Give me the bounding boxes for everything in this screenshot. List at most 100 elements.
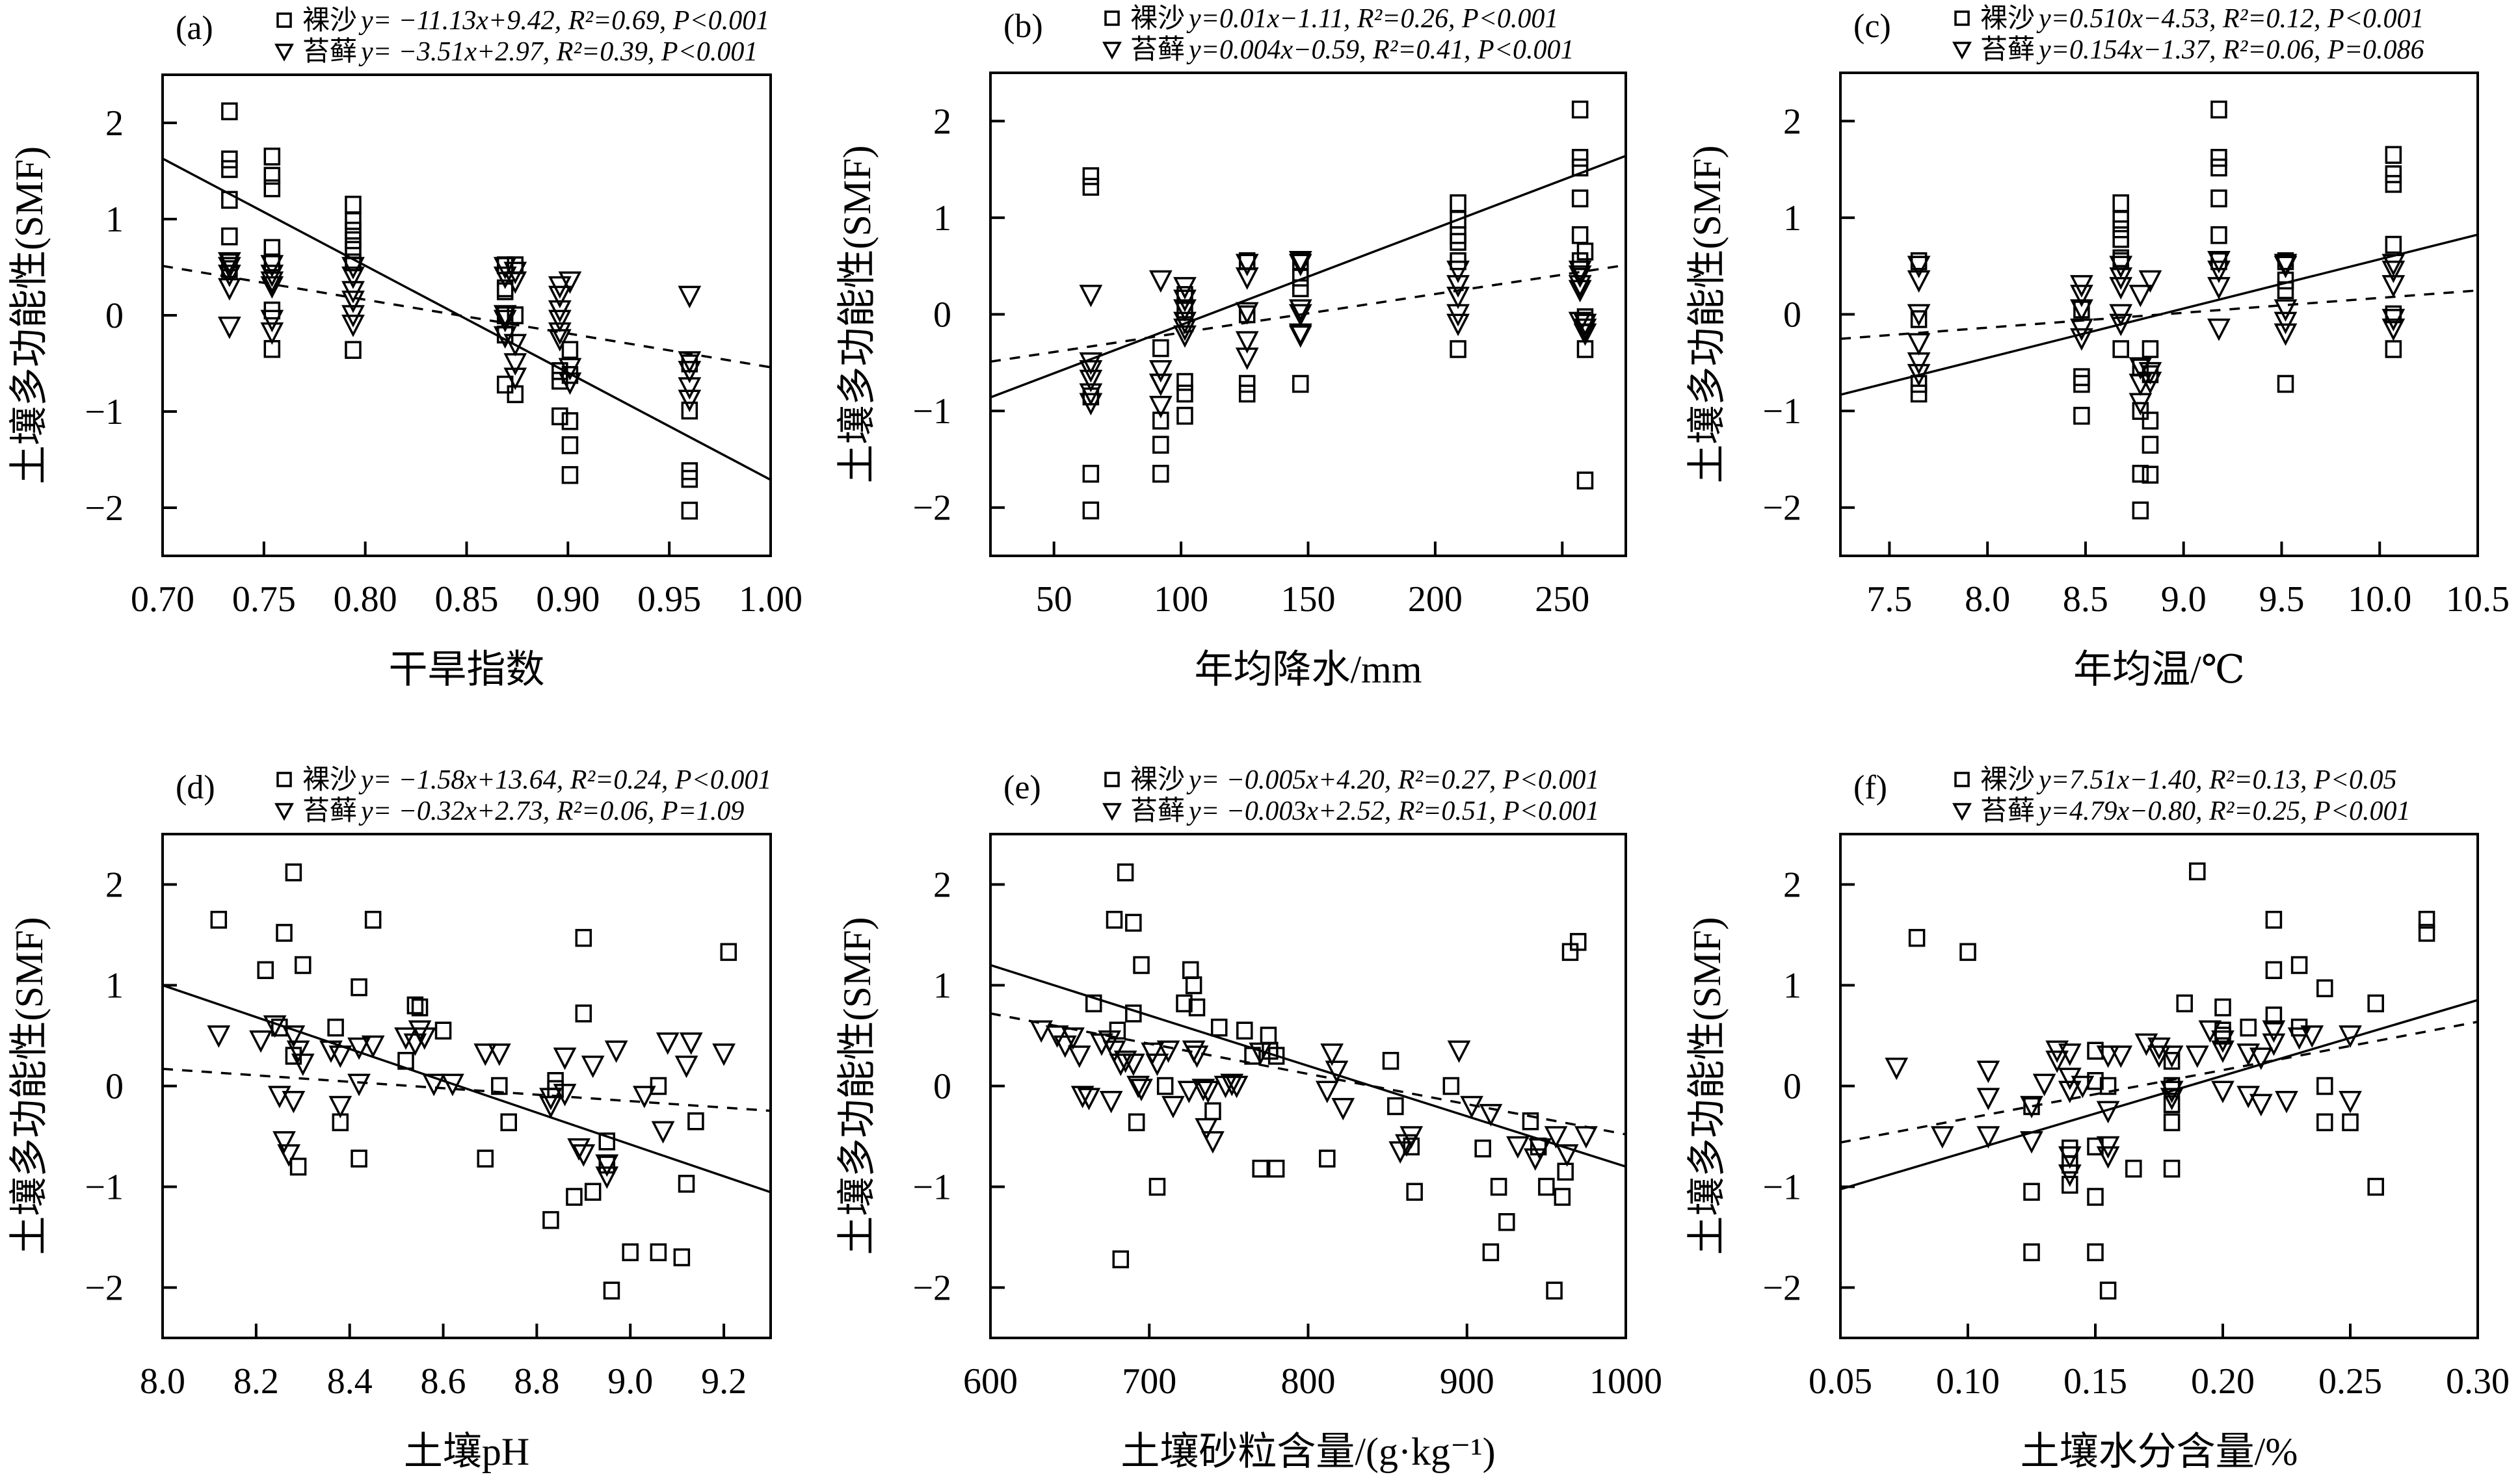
y-tick-label: −2	[85, 488, 124, 529]
x-axis-title: 年均降水/mm	[1194, 648, 1422, 691]
point-bare-sand	[622, 1243, 639, 1261]
point-bare-sand	[1292, 374, 1309, 393]
point-moss	[1446, 313, 1470, 337]
point-bare-sand	[1188, 998, 1206, 1017]
point-moss	[1196, 1080, 1220, 1104]
point-bare-sand	[2385, 175, 2402, 193]
point-moss	[1573, 319, 1597, 341]
point-moss	[347, 1037, 371, 1060]
point-moss	[260, 265, 284, 287]
point-moss	[1161, 1095, 1185, 1119]
point-moss	[2020, 1095, 2043, 1119]
point-bare-sand	[263, 239, 281, 257]
y-tick-label: 2	[105, 103, 124, 144]
point-bare-sand	[2142, 436, 2159, 454]
point-bare-sand	[1482, 1243, 1500, 1261]
point-bare-sand	[1292, 279, 1309, 298]
point-moss	[328, 1095, 352, 1119]
x-tick-label: 800	[1281, 1361, 1336, 1402]
point-moss	[2249, 1093, 2273, 1117]
point-moss	[1070, 1086, 1094, 1108]
point-moss	[493, 326, 517, 349]
point-moss	[503, 353, 527, 376]
point-moss	[2160, 1088, 2184, 1110]
y-tick-label: −1	[1762, 1168, 1801, 1208]
point-bare-sand	[551, 407, 568, 426]
y-axis-title: 土壤多功能性(SMF)	[836, 145, 879, 483]
x-tick-label: 10.5	[2446, 579, 2510, 620]
x-tick-label: 0.95	[637, 579, 701, 620]
point-bare-sand	[2087, 1243, 2104, 1261]
point-bare-sand	[1238, 374, 1256, 393]
point-moss	[678, 377, 702, 400]
point-bare-sand	[1210, 1018, 1228, 1037]
point-moss	[1126, 1075, 1150, 1099]
point-bare-sand	[678, 1175, 695, 1193]
point-bare-sand	[1387, 1097, 1404, 1116]
point-moss	[361, 1035, 385, 1058]
y-tick-label: −2	[912, 488, 951, 529]
point-moss	[548, 285, 572, 309]
fit-line-moss	[1840, 1021, 2478, 1144]
point-bare-sand	[2316, 979, 2333, 997]
point-moss	[1976, 1088, 2000, 1110]
point-bare-sand	[1571, 158, 1589, 177]
x-tick-label: 50	[1036, 579, 1072, 620]
point-bare-sand	[345, 231, 362, 250]
legend-series-name: 裸沙	[1130, 4, 1185, 34]
point-bare-sand	[263, 148, 281, 166]
point-bare-sand	[1267, 1159, 1285, 1178]
point-moss	[1130, 1079, 1153, 1101]
point-moss	[632, 1086, 656, 1108]
panel-label: (a)	[176, 10, 213, 47]
legend-equation: y= −0.32x+2.73, R²=0.06, P=1.09	[358, 796, 744, 826]
point-moss	[1288, 251, 1312, 274]
point-moss	[567, 1138, 590, 1161]
point-moss	[1907, 304, 1931, 327]
point-bare-sand	[1910, 310, 1928, 328]
point-moss	[272, 1131, 296, 1154]
point-bare-sand	[2112, 211, 2129, 229]
point-moss	[2381, 319, 2406, 341]
point-moss	[263, 1015, 287, 1038]
point-moss	[1288, 304, 1312, 327]
x-tick-label: 0.70	[131, 579, 194, 620]
y-tick-label: 0	[933, 295, 951, 335]
fit-line-moss	[163, 1067, 771, 1112]
point-moss	[1544, 1126, 1568, 1149]
point-bare-sand	[1125, 1004, 1142, 1023]
point-moss	[2109, 277, 2133, 300]
point-bare-sand	[2385, 146, 2402, 164]
y-tick-label: 0	[933, 1067, 951, 1107]
point-moss	[1235, 347, 1259, 371]
point-moss	[1099, 1091, 1123, 1114]
point-bare-sand	[2210, 189, 2227, 207]
y-axis-title: 土壤多功能性(SMF)	[1686, 145, 1729, 483]
y-tick-label: 0	[105, 1067, 124, 1107]
point-bare-sand	[2087, 1188, 2104, 1206]
point-moss	[1079, 352, 1103, 375]
point-bare-sand	[1382, 1052, 1399, 1070]
y-tick-label: −2	[85, 1268, 124, 1309]
point-bare-sand	[2210, 100, 2227, 119]
point-bare-sand	[210, 911, 228, 929]
point-bare-sand	[2176, 994, 2193, 1013]
fit-line-bare-sand	[163, 157, 771, 481]
point-bare-sand	[2087, 1041, 2104, 1060]
point-moss	[1555, 1144, 1579, 1167]
point-bare-sand	[1152, 464, 1169, 483]
point-bare-sand	[2265, 911, 2283, 929]
x-tick-label: 0.25	[2318, 1361, 2382, 1402]
point-moss	[473, 1043, 497, 1066]
point-bare-sand	[1085, 994, 1102, 1013]
point-bare-sand	[1176, 994, 1193, 1013]
point-moss	[1331, 1097, 1355, 1121]
point-bare-sand	[477, 1149, 494, 1168]
y-tick-label: 1	[933, 198, 951, 239]
point-moss	[595, 1166, 619, 1189]
fit-line-moss	[990, 1012, 1626, 1136]
point-moss	[2339, 1091, 2362, 1114]
x-tick-label: 7.5	[1866, 579, 1912, 620]
point-moss	[249, 1030, 272, 1053]
